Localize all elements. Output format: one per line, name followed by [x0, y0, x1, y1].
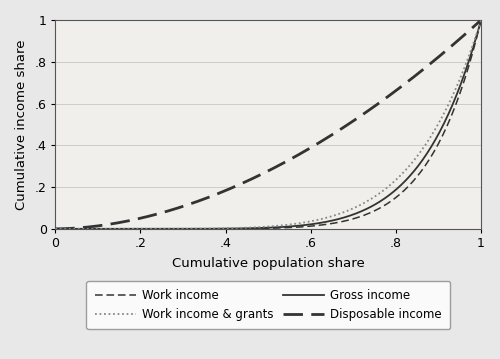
Work income: [54, 227, 60, 231]
Work income: [306, 224, 312, 228]
Work income & grants: [313, 218, 319, 223]
Work income & grants: [478, 18, 484, 22]
Disposable income: [411, 74, 417, 79]
Disposable income: [478, 18, 484, 22]
Work income: [478, 18, 484, 22]
Work income & grants: [306, 219, 312, 224]
Line: Work income & grants: Work income & grants: [56, 20, 481, 229]
Disposable income: [304, 148, 310, 152]
Disposable income: [313, 143, 319, 147]
Gross income: [411, 169, 417, 173]
Gross income: [306, 223, 312, 227]
Work income & grants: [54, 227, 60, 231]
Gross income: [54, 227, 60, 231]
Work income & grants: [411, 158, 417, 162]
Work income: [52, 227, 59, 231]
Line: Work income: Work income: [56, 20, 481, 229]
Gross income: [52, 227, 59, 231]
Legend: Work income, Work income & grants, Gross income, Disposable income: Work income, Work income & grants, Gross…: [86, 281, 450, 329]
Work income: [411, 178, 417, 182]
Gross income: [313, 222, 319, 226]
Line: Gross income: Gross income: [56, 20, 481, 229]
Work income & grants: [304, 220, 310, 224]
Work income: [313, 224, 319, 228]
Work income & grants: [438, 116, 444, 121]
Gross income: [478, 18, 484, 22]
X-axis label: Cumulative population share: Cumulative population share: [172, 257, 364, 270]
Work income: [438, 136, 444, 140]
Disposable income: [306, 147, 312, 151]
Disposable income: [52, 227, 59, 231]
Work income & grants: [52, 227, 59, 231]
Line: Disposable income: Disposable income: [56, 20, 481, 229]
Y-axis label: Cumulative income share: Cumulative income share: [15, 39, 28, 210]
Work income: [304, 224, 310, 229]
Disposable income: [54, 227, 60, 231]
Disposable income: [438, 52, 444, 57]
Gross income: [304, 223, 310, 227]
Gross income: [438, 127, 444, 131]
